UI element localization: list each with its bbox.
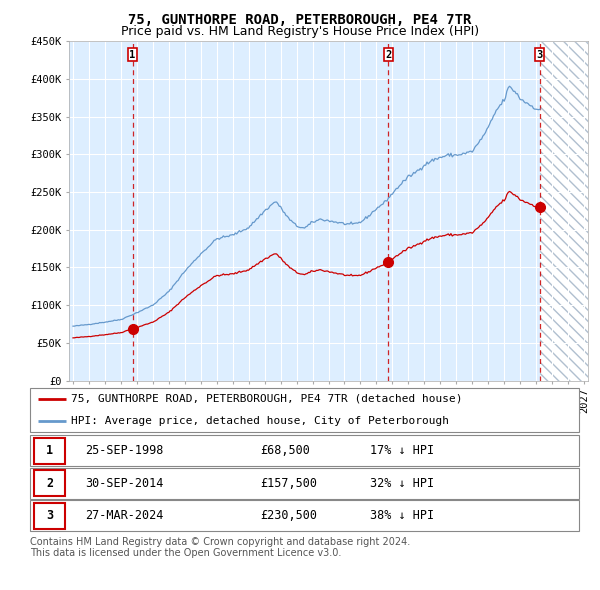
- FancyBboxPatch shape: [34, 470, 65, 496]
- FancyBboxPatch shape: [30, 500, 579, 531]
- Text: 38% ↓ HPI: 38% ↓ HPI: [370, 509, 434, 522]
- FancyBboxPatch shape: [30, 468, 579, 499]
- Text: 3: 3: [536, 50, 543, 60]
- Text: £157,500: £157,500: [260, 477, 317, 490]
- Text: 1: 1: [46, 444, 53, 457]
- Text: Price paid vs. HM Land Registry's House Price Index (HPI): Price paid vs. HM Land Registry's House …: [121, 25, 479, 38]
- Text: 32% ↓ HPI: 32% ↓ HPI: [370, 477, 434, 490]
- Text: Contains HM Land Registry data © Crown copyright and database right 2024.
This d: Contains HM Land Registry data © Crown c…: [30, 537, 410, 559]
- Bar: [540, 41, 588, 381]
- Text: 1: 1: [130, 50, 136, 60]
- Text: 2: 2: [385, 50, 392, 60]
- Text: £68,500: £68,500: [260, 444, 310, 457]
- Text: 17% ↓ HPI: 17% ↓ HPI: [370, 444, 434, 457]
- Text: 75, GUNTHORPE ROAD, PETERBOROUGH, PE4 7TR: 75, GUNTHORPE ROAD, PETERBOROUGH, PE4 7T…: [128, 13, 472, 27]
- Text: 30-SEP-2014: 30-SEP-2014: [85, 477, 163, 490]
- FancyBboxPatch shape: [34, 503, 65, 529]
- Text: 27-MAR-2024: 27-MAR-2024: [85, 509, 163, 522]
- Text: 3: 3: [46, 509, 53, 522]
- Text: £230,500: £230,500: [260, 509, 317, 522]
- Text: 25-SEP-1998: 25-SEP-1998: [85, 444, 163, 457]
- FancyBboxPatch shape: [34, 438, 65, 464]
- Text: HPI: Average price, detached house, City of Peterborough: HPI: Average price, detached house, City…: [71, 416, 449, 426]
- Text: 2: 2: [46, 477, 53, 490]
- FancyBboxPatch shape: [30, 435, 579, 466]
- Text: 75, GUNTHORPE ROAD, PETERBOROUGH, PE4 7TR (detached house): 75, GUNTHORPE ROAD, PETERBOROUGH, PE4 7T…: [71, 394, 463, 404]
- FancyBboxPatch shape: [30, 388, 579, 432]
